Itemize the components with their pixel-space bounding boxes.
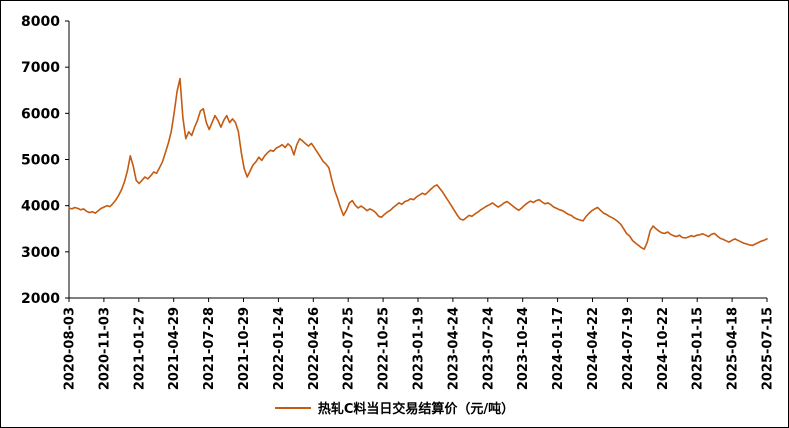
x-axis-tick-label: 2023-07-24 xyxy=(481,307,496,390)
x-axis-tick-label: 2021-01-27 xyxy=(132,307,147,390)
y-axis-tick-label: 4000 xyxy=(21,199,60,215)
x-axis-tick-label: 2022-04-26 xyxy=(307,307,322,390)
x-axis-tick-label: 2023-10-24 xyxy=(516,307,531,390)
y-axis-tick-label: 3000 xyxy=(21,245,60,261)
x-axis-tick-label: 2020-08-03 xyxy=(63,307,78,390)
x-axis-tick-label: 2020-11-03 xyxy=(97,307,112,390)
x-axis-tick-label: 2021-10-29 xyxy=(237,307,252,390)
x-axis-tick-label: 2021-04-29 xyxy=(167,307,182,390)
legend-label: 热轧C料当日交易结算价（元/吨） xyxy=(317,402,515,417)
x-axis-tick-label: 2024-10-22 xyxy=(656,307,671,390)
x-axis-tick-label: 2023-01-19 xyxy=(412,307,427,390)
x-axis-tick-label: 2025-01-15 xyxy=(691,307,706,390)
x-axis-tick-label: 2023-04-24 xyxy=(446,307,461,390)
y-axis-tick-label: 7000 xyxy=(21,60,60,76)
y-axis-tick-label: 6000 xyxy=(21,106,60,122)
x-axis-tick-label: 2025-07-15 xyxy=(761,307,776,390)
x-axis-tick-label: 2024-04-22 xyxy=(586,307,601,390)
y-axis-tick-label: 2000 xyxy=(21,291,60,307)
x-axis-tick-label: 2022-10-25 xyxy=(377,307,392,390)
x-axis-tick-label: 2024-07-19 xyxy=(621,307,636,390)
legend: 热轧C料当日交易结算价（元/吨） xyxy=(1,398,788,417)
price-line xyxy=(68,77,768,250)
x-axis-tick-label: 2022-01-24 xyxy=(272,307,287,390)
x-axis-tick-label: 2024-01-17 xyxy=(551,307,566,390)
y-axis-tick-label: 5000 xyxy=(21,153,60,169)
x-axis-tick-label: 2025-04-18 xyxy=(726,307,741,390)
x-axis-tick-label: 2022-07-25 xyxy=(342,307,357,390)
x-axis-tick-label: 2021-07-28 xyxy=(202,307,217,390)
y-axis-tick-label: 8000 xyxy=(21,14,60,30)
legend-line-swatch xyxy=(274,406,311,409)
